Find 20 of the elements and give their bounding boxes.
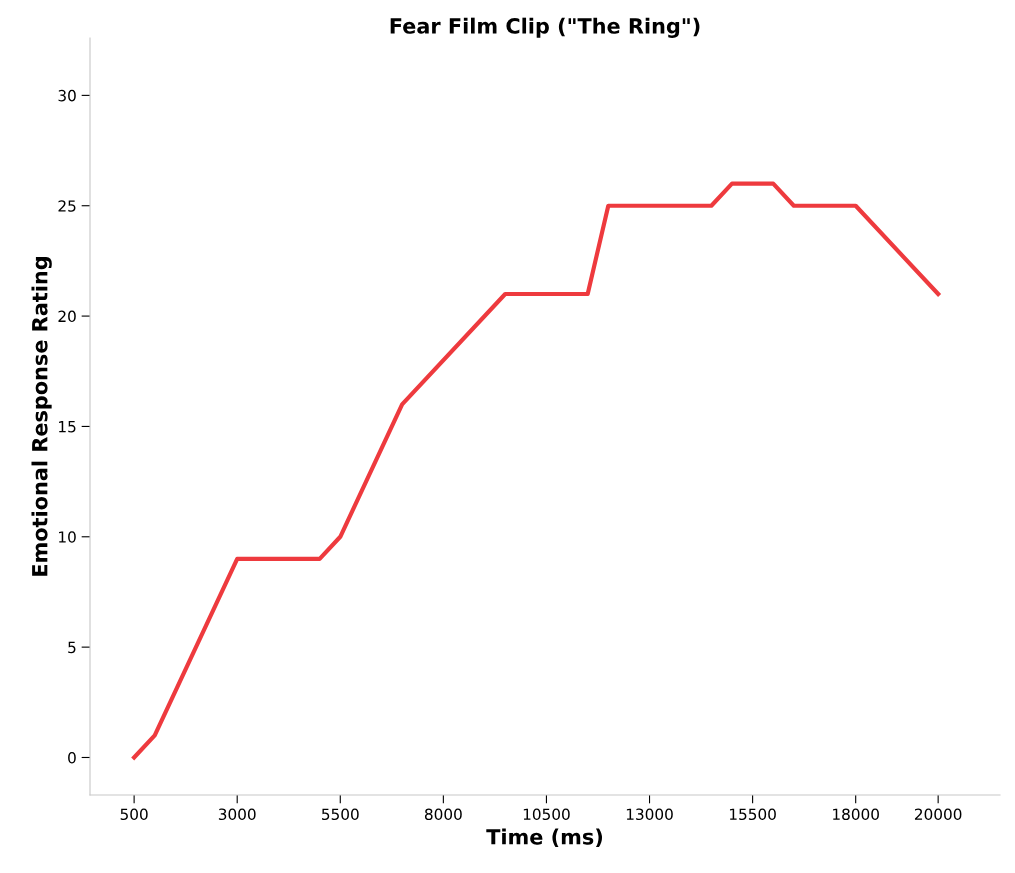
x-tick-label: 500 bbox=[120, 808, 148, 821]
x-tick-label: 5500 bbox=[322, 808, 359, 821]
x-tick-label: 8000 bbox=[424, 808, 462, 821]
x-tick-label: 20000 bbox=[914, 808, 962, 821]
y-tick-label: 0 bbox=[68, 751, 76, 764]
y-tick-label: 30 bbox=[58, 89, 76, 102]
y-axis-title: Emotional Response Rating bbox=[31, 257, 52, 576]
x-tick-label: 13000 bbox=[626, 808, 673, 821]
y-tick-label: 20 bbox=[58, 310, 76, 323]
y-tick-label: 10 bbox=[59, 531, 76, 543]
x-tick-label: 18000 bbox=[833, 808, 879, 821]
chart-title: Fear Film Clip ("The Ring") bbox=[390, 17, 700, 38]
x-tick-label: 3000 bbox=[218, 808, 256, 821]
y-tick-label: 25 bbox=[58, 200, 76, 212]
x-tick-label: 10500 bbox=[523, 808, 570, 821]
y-tick-label: 15 bbox=[59, 421, 76, 433]
x-tick-label: 15500 bbox=[729, 808, 776, 821]
line-series bbox=[132, 181, 941, 760]
x-axis-title: Time (ms) bbox=[486, 828, 603, 848]
y-tick-label: 5 bbox=[68, 641, 76, 654]
